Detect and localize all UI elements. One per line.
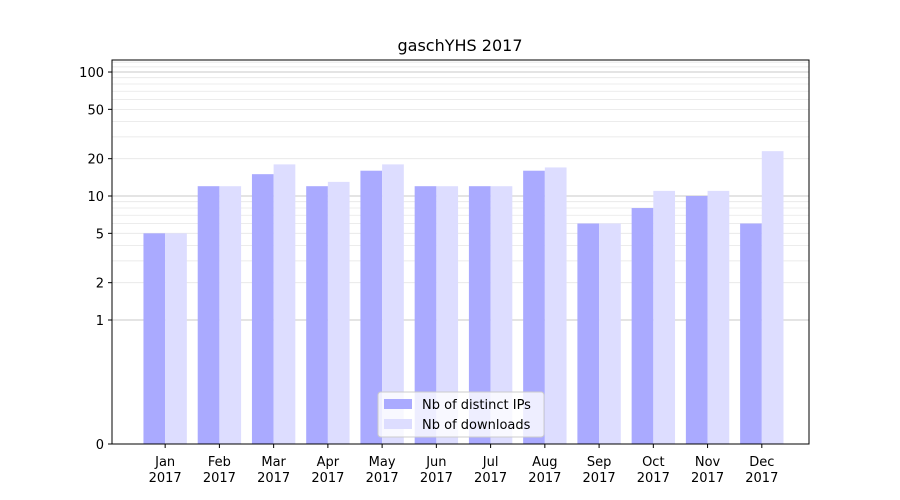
bar-distinct-ips-jul: [468, 186, 491, 445]
bar-downloads-sep: [599, 223, 621, 444]
bar-downloads-feb: [219, 186, 242, 445]
x-tick-label-month: Nov: [695, 455, 721, 470]
x-tick-label-year: 2017: [257, 471, 290, 486]
x-tick-label-month: Aug: [532, 455, 557, 470]
y-tick-label: 50: [87, 103, 104, 118]
bar-distinct-ips-may: [360, 170, 383, 444]
bar-downloads-jan: [165, 233, 187, 444]
legend-swatch: [384, 419, 412, 429]
bar-downloads-jul: [490, 186, 513, 445]
bar-distinct-ips-mar: [251, 174, 274, 444]
y-tick-label: 2: [96, 277, 104, 292]
bar-distinct-ips-apr: [306, 186, 328, 445]
x-tick-label-year: 2017: [420, 471, 453, 486]
bar-distinct-ips-aug: [523, 170, 545, 444]
bar-downloads-jun: [436, 186, 459, 445]
bar-downloads-nov: [707, 190, 730, 444]
x-tick-label-year: 2017: [583, 471, 616, 486]
legend-swatch: [384, 399, 412, 409]
legend: Nb of distinct IPs Nb of downloads: [377, 391, 545, 438]
bars: [143, 151, 784, 445]
bar-distinct-ips-jan: [143, 233, 166, 444]
bar-downloads-may: [382, 164, 404, 445]
legend-label: Nb of downloads: [422, 418, 531, 433]
x-tick-label-month: Oct: [642, 455, 664, 470]
x-tick-label-month: Mar: [261, 455, 286, 470]
bar-downloads-aug: [544, 167, 567, 444]
y-tick-label: 20: [87, 153, 104, 168]
x-tick-label-month: Feb: [208, 455, 231, 470]
bar-downloads-dec: [761, 151, 784, 445]
y-tick-label: 1: [96, 314, 104, 329]
x-tick-label-month: Jan: [154, 455, 175, 470]
y-axis-ticks: 0 1 2 5 10 20 50 100: [79, 66, 112, 453]
legend-label: Nb of distinct IPs: [422, 398, 531, 413]
bar-downloads-oct: [653, 190, 676, 444]
y-tick-label: 100: [79, 66, 104, 81]
x-tick-label-year: 2017: [366, 471, 399, 486]
x-tick-label-month: Dec: [749, 455, 774, 470]
chart-title: gaschYHS 2017: [398, 36, 523, 55]
bar-distinct-ips-sep: [577, 223, 600, 444]
bar-distinct-ips-feb: [197, 186, 220, 445]
x-tick-label-year: 2017: [528, 471, 561, 486]
x-tick-label-year: 2017: [149, 471, 182, 486]
x-tick-label-year: 2017: [311, 471, 344, 486]
x-tick-label-year: 2017: [637, 471, 670, 486]
y-tick-label: 5: [96, 227, 104, 242]
plot-frame: [111, 59, 810, 445]
bar-distinct-ips-jun: [414, 186, 437, 445]
bar-downloads-apr: [327, 181, 350, 445]
y-tick-label: 0: [96, 438, 104, 453]
bar-downloads-mar: [273, 164, 296, 445]
bar-distinct-ips-nov: [685, 196, 708, 444]
bar-distinct-ips-oct: [631, 208, 654, 444]
x-tick-label-month: Jul: [482, 455, 499, 470]
bar-distinct-ips-dec: [740, 223, 762, 444]
x-tick-label-month: Apr: [317, 455, 340, 470]
x-tick-label-year: 2017: [474, 471, 507, 486]
x-tick-label-year: 2017: [745, 471, 778, 486]
x-tick-label-month: May: [369, 455, 396, 470]
x-tick-label-month: Sep: [587, 455, 612, 470]
y-tick-label: 10: [87, 190, 104, 205]
x-tick-label-month: Jun: [425, 455, 446, 470]
legend-box: [377, 391, 545, 438]
x-tick-label-year: 2017: [691, 471, 724, 486]
x-axis-ticks: Jan2017Feb2017Mar2017Apr2017May2017Jun20…: [149, 444, 778, 486]
x-tick-label-year: 2017: [203, 471, 236, 486]
